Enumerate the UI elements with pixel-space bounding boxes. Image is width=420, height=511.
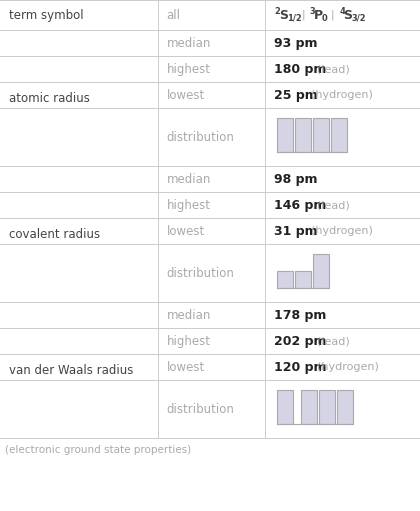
Text: 120 pm: 120 pm (273, 360, 326, 374)
Text: 0: 0 (322, 13, 327, 22)
Text: P: P (314, 9, 323, 21)
Text: 31 pm: 31 pm (273, 224, 317, 238)
Text: 98 pm: 98 pm (273, 173, 317, 185)
Text: |: | (302, 10, 305, 20)
Bar (277, 119, 293, 152)
Text: 146 pm: 146 pm (273, 198, 326, 212)
Text: 178 pm: 178 pm (273, 309, 326, 321)
Text: term symbol: term symbol (9, 9, 84, 21)
Bar (277, 271, 293, 288)
Text: atomic radius: atomic radius (9, 91, 90, 105)
Text: distribution: distribution (166, 130, 234, 144)
Bar (312, 254, 328, 288)
Text: S: S (279, 9, 288, 21)
Text: highest: highest (166, 62, 210, 76)
Text: distribution: distribution (166, 403, 234, 415)
Text: covalent radius: covalent radius (9, 227, 100, 241)
Text: median: median (166, 309, 211, 321)
Text: (lead): (lead) (318, 64, 350, 74)
Text: van der Waals radius: van der Waals radius (9, 363, 134, 377)
Bar (331, 119, 346, 152)
Text: 25 pm: 25 pm (273, 88, 318, 102)
Text: 180 pm: 180 pm (273, 62, 326, 76)
Text: 3/2: 3/2 (351, 13, 366, 22)
Text: (hydrogen): (hydrogen) (318, 362, 379, 372)
Text: (electronic ground state properties): (electronic ground state properties) (5, 445, 191, 455)
Bar (319, 390, 335, 424)
Text: 3: 3 (310, 7, 315, 15)
Text: lowest: lowest (166, 224, 205, 238)
Text: 2: 2 (275, 7, 281, 15)
Text: 202 pm: 202 pm (273, 335, 326, 347)
Text: 4: 4 (339, 7, 345, 15)
Text: all: all (166, 9, 181, 21)
Text: median: median (166, 36, 211, 50)
Bar (294, 271, 311, 288)
Text: 93 pm: 93 pm (273, 36, 317, 50)
Bar (301, 390, 317, 424)
Text: distribution: distribution (166, 267, 234, 280)
Text: highest: highest (166, 335, 210, 347)
Text: highest: highest (166, 198, 210, 212)
Text: 1/2: 1/2 (286, 13, 302, 22)
Bar (336, 390, 353, 424)
Text: (hydrogen): (hydrogen) (311, 90, 373, 100)
Text: |: | (331, 10, 335, 20)
Text: (lead): (lead) (318, 200, 350, 210)
Text: (lead): (lead) (318, 336, 350, 346)
Bar (312, 119, 328, 152)
Bar (294, 119, 311, 152)
Text: (hydrogen): (hydrogen) (311, 226, 373, 236)
Text: lowest: lowest (166, 360, 205, 374)
Text: median: median (166, 173, 211, 185)
Bar (277, 390, 293, 424)
Text: S: S (344, 9, 353, 21)
Text: lowest: lowest (166, 88, 205, 102)
